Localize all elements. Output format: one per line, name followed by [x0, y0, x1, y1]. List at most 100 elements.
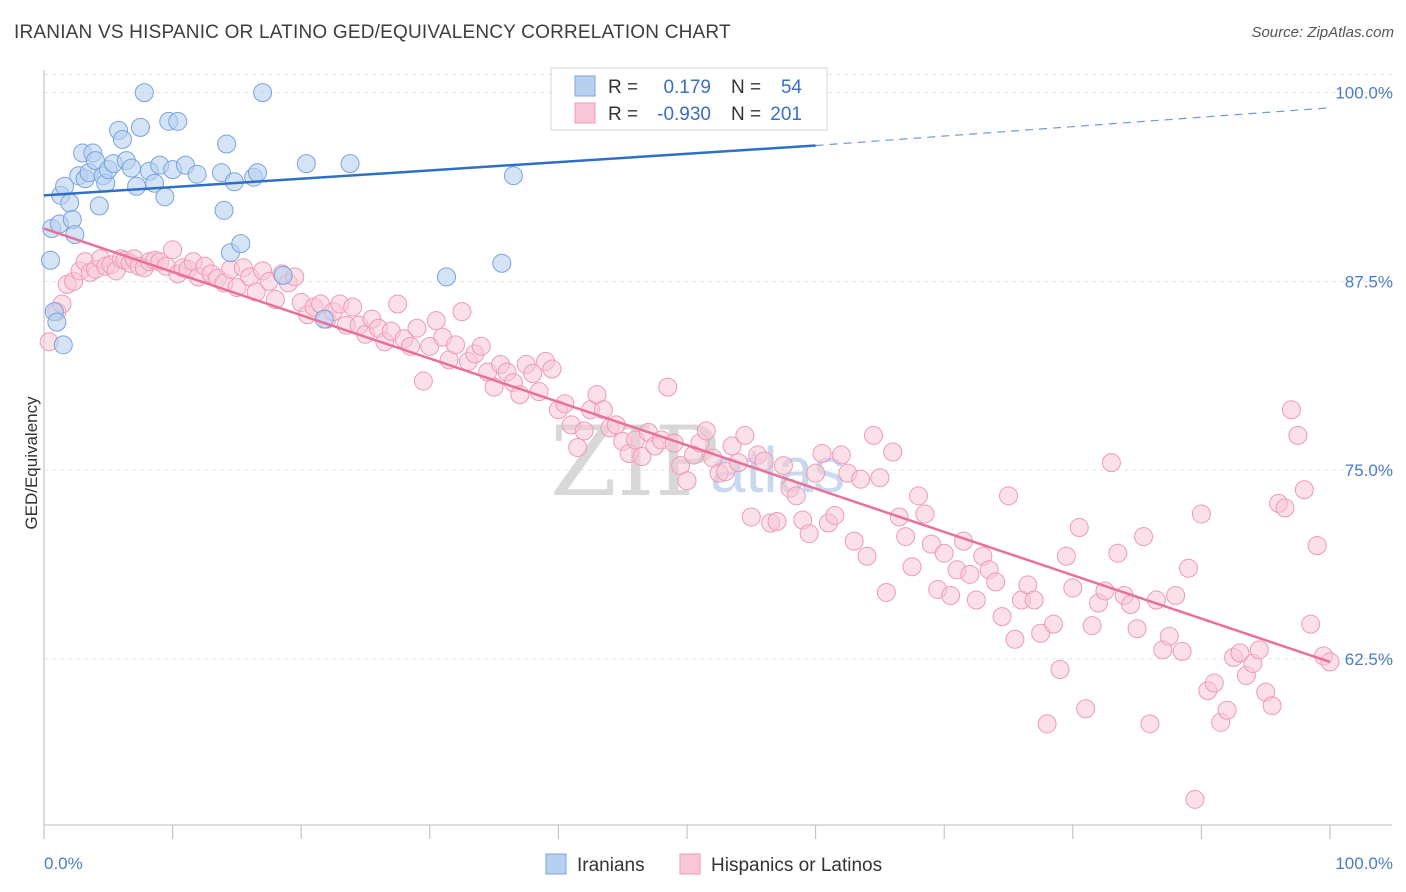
legend-hispanics-r-value: -0.930	[657, 104, 711, 125]
hispanic-point	[735, 425, 755, 445]
iranian-point	[134, 83, 154, 103]
hispanic-point	[696, 421, 716, 441]
hispanic-point	[568, 438, 588, 457]
hispanic-point	[921, 534, 941, 554]
hispanic-point	[1044, 614, 1064, 634]
hispanic-point	[870, 468, 890, 488]
hispanic-point	[1140, 714, 1160, 734]
legend-iranians-n-label: N =	[731, 77, 761, 98]
legend-hispanics-swatch	[574, 102, 596, 124]
hispanic-point	[1121, 595, 1141, 615]
hispanic-point	[941, 585, 961, 605]
hispanic-point	[1069, 518, 1089, 538]
bottom-legend-iranians-swatch	[545, 853, 567, 875]
hispanic-point	[471, 336, 491, 356]
hispanic-point	[844, 531, 864, 551]
hispanic-point	[1275, 498, 1295, 518]
hispanic-point	[986, 572, 1006, 592]
iranian-point	[89, 196, 109, 216]
iranian-point	[492, 253, 512, 273]
y-tick-label: 100.0%	[1335, 84, 1393, 103]
hispanic-point	[1307, 536, 1327, 556]
iranian-point	[47, 312, 67, 332]
iranian-point	[214, 200, 234, 220]
hispanic-point	[1301, 614, 1321, 634]
hispanic-point	[799, 524, 819, 544]
hispanic-point	[388, 294, 408, 314]
hispanic-point	[831, 445, 851, 465]
axes	[43, 70, 1392, 839]
hispanics-series	[39, 240, 1340, 809]
iranian-point	[127, 176, 147, 196]
legend-iranians-r-label: R =	[608, 77, 638, 98]
legend-iranians-swatch	[574, 75, 596, 97]
hispanic-point	[863, 425, 883, 445]
legend-iranians-r-value: 0.179	[663, 77, 711, 98]
hispanic-point	[1204, 673, 1224, 693]
legend-hispanics-n-value: 201	[770, 104, 802, 125]
hispanic-point	[574, 421, 594, 441]
hispanic-point	[966, 590, 986, 610]
hispanic-point	[773, 456, 793, 476]
hispanic-point	[1294, 480, 1314, 500]
stats-legend-box	[550, 67, 828, 131]
hispanic-point	[420, 336, 440, 356]
hispanic-point	[523, 364, 543, 384]
y-tick-label: 87.5%	[1345, 272, 1393, 291]
iranian-point	[130, 117, 150, 137]
hispanic-point	[1249, 640, 1269, 660]
hispanic-point	[343, 297, 363, 317]
hispanic-point	[407, 318, 427, 338]
iranians-trend-extension	[815, 107, 1331, 147]
iranians-series	[40, 83, 523, 355]
x-tick-labels: 0.0% 100.0%	[44, 854, 1393, 873]
hispanic-point	[632, 447, 652, 467]
hispanic-point	[1179, 558, 1199, 578]
hispanic-point	[1127, 619, 1147, 639]
hispanic-point	[1076, 699, 1096, 719]
hispanic-point	[825, 505, 845, 525]
hispanic-point	[896, 527, 916, 547]
hispanic-point	[1005, 629, 1025, 649]
hispanic-point	[754, 451, 774, 471]
hispanic-point	[908, 486, 928, 506]
hispanic-point	[741, 507, 761, 527]
hispanic-point	[1031, 623, 1051, 643]
iranian-point	[503, 166, 523, 186]
y-tick-label: 75.0%	[1345, 461, 1393, 480]
hispanic-point	[163, 240, 183, 260]
hispanic-point	[1230, 643, 1250, 663]
hispanic-point	[786, 486, 806, 506]
y-tick-labels: 100.0% 87.5% 75.0% 62.5%	[1335, 84, 1393, 669]
hispanic-point	[876, 582, 896, 602]
y-tick-label: 62.5%	[1345, 650, 1393, 669]
hispanic-point	[1191, 504, 1211, 524]
hispanic-point	[1217, 700, 1237, 720]
x-tick-label: 100.0%	[1335, 854, 1393, 873]
trend-lines	[43, 107, 1331, 664]
y-axis-title: GED/Equivalency	[22, 396, 41, 530]
hispanic-point	[413, 371, 433, 391]
iranian-point	[112, 129, 132, 149]
iranian-point	[273, 265, 293, 285]
iranian-point	[155, 187, 175, 207]
hispanic-point	[1082, 616, 1102, 636]
series-legend: Iranians Hispanics or Latinos	[545, 853, 882, 876]
hispanic-point	[542, 359, 562, 379]
legend-hispanics-n-label: N =	[731, 104, 761, 125]
iranian-point	[437, 267, 457, 287]
hispanic-point	[1024, 590, 1044, 610]
hispanic-point	[1063, 578, 1083, 598]
hispanic-point	[1185, 789, 1205, 809]
hispanic-point	[1037, 714, 1057, 734]
hispanics-trend-line	[43, 227, 1331, 664]
hispanic-point	[658, 377, 678, 397]
iranian-point	[296, 154, 316, 174]
hispanic-point	[716, 462, 736, 482]
bottom-legend-iranians-label: Iranians	[577, 855, 645, 876]
x-tick-label: 0.0%	[44, 854, 83, 873]
hispanic-point	[1288, 425, 1308, 445]
hispanic-point	[1050, 659, 1070, 679]
hispanic-point	[452, 302, 472, 322]
hispanic-point	[767, 511, 787, 531]
